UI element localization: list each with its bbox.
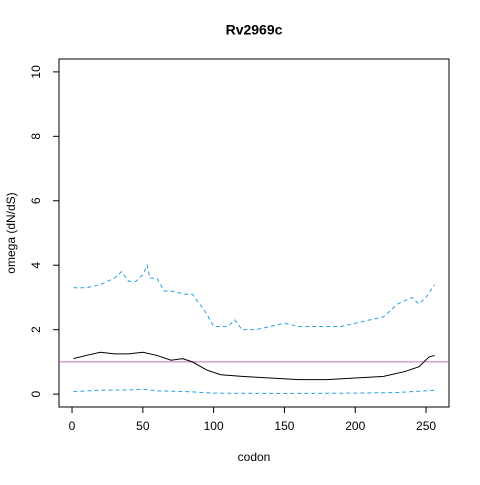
y-tick-label: 8 <box>29 133 43 140</box>
x-tick-label: 200 <box>345 419 365 433</box>
plot-box <box>58 58 450 408</box>
chart-title: Rv2969c <box>226 22 283 38</box>
x-tick-label: 100 <box>204 419 224 433</box>
series-line <box>73 351 435 381</box>
y-axis-label: omega (dN/dS) <box>4 192 18 273</box>
series-line <box>73 388 435 394</box>
y-tick-label: 4 <box>29 262 43 269</box>
x-tick-label: 50 <box>136 419 150 433</box>
y-tick-label: 0 <box>29 390 43 397</box>
x-tick-label: 250 <box>416 419 436 433</box>
x-tick-label: 0 <box>69 419 76 433</box>
x-axis-label: codon <box>238 450 271 464</box>
series-line <box>73 263 435 331</box>
x-tick-label: 150 <box>274 419 294 433</box>
y-tick-label: 10 <box>29 65 43 79</box>
y-tick-label: 6 <box>29 197 43 204</box>
y-tick-label: 2 <box>29 326 43 333</box>
